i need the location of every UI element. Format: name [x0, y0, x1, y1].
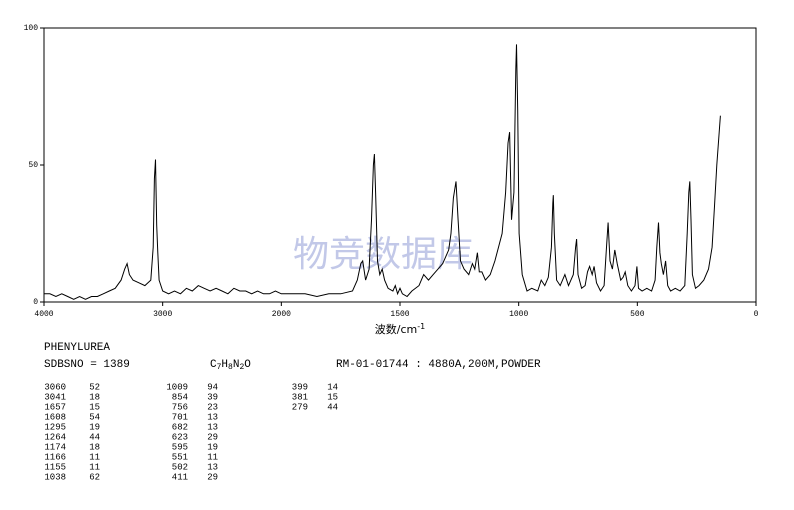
- peak-intensity: 23: [207, 402, 218, 412]
- peak-shift: 854: [172, 392, 188, 402]
- peak-shift: 1009: [166, 382, 188, 392]
- peak-intensity: 15: [89, 402, 100, 412]
- x-tick-label: 0: [754, 310, 759, 319]
- x-tick-label: 1500: [390, 310, 409, 319]
- peak-intensity: 62: [89, 472, 100, 482]
- peak-intensity: 19: [89, 422, 100, 432]
- peak-intensity: 52: [89, 382, 100, 392]
- peak-intensity: 44: [327, 402, 338, 412]
- peak-shift: 1155: [44, 462, 66, 472]
- peak-intensity: 19: [207, 442, 218, 452]
- peak-shift: 3060: [44, 382, 66, 392]
- peak-shift: 279: [292, 402, 308, 412]
- peak-shift: 399: [292, 382, 308, 392]
- peak-intensity: 54: [89, 412, 100, 422]
- peak-shift: 1038: [44, 472, 66, 482]
- peak-shift: 682: [172, 422, 188, 432]
- peak-shift: 1608: [44, 412, 66, 422]
- f: H: [221, 359, 228, 371]
- peak-intensity: 29: [207, 472, 218, 482]
- peak-shift: 551: [172, 452, 188, 462]
- x-tick-label: 1000: [509, 310, 528, 319]
- peak-intensity: 11: [89, 452, 100, 462]
- peak-intensity: 18: [89, 442, 100, 452]
- y-tick-label: 0: [33, 298, 38, 307]
- peak-shift: 3041: [44, 392, 66, 402]
- formula: C7H8N2O: [210, 359, 251, 372]
- spectrum-line: [44, 44, 721, 300]
- peak-shift: 756: [172, 402, 188, 412]
- peak-shift: 1295: [44, 422, 66, 432]
- peak-intensity: 13: [207, 412, 218, 422]
- f: O: [244, 359, 251, 371]
- peak-intensity: 15: [327, 392, 338, 402]
- x-label-sup: -1: [417, 322, 425, 331]
- watermark: 物竞数据库: [293, 234, 473, 275]
- f: 7: [217, 363, 222, 372]
- peak-intensity: 13: [207, 422, 218, 432]
- sdbs-number: SDBSNO = 1389: [44, 359, 130, 371]
- peak-intensity: 11: [89, 462, 100, 472]
- peak-shift: 701: [172, 412, 188, 422]
- x-tick-label: 3000: [153, 310, 172, 319]
- peak-shift: 1657: [44, 402, 66, 412]
- peak-shift: 595: [172, 442, 188, 452]
- peak-shift: 1174: [44, 442, 66, 452]
- f: N: [233, 359, 240, 371]
- peak-intensity: 39: [207, 392, 218, 402]
- peak-shift: 411: [172, 472, 188, 482]
- peak-intensity: 44: [89, 432, 100, 442]
- peak-intensity: 13: [207, 462, 218, 472]
- compound-name: PHENYLUREA: [44, 342, 110, 354]
- peak-shift: 381: [292, 392, 308, 402]
- y-tick-label: 50: [28, 161, 38, 170]
- peak-intensity: 29: [207, 432, 218, 442]
- y-tick-label: 100: [24, 24, 39, 33]
- peak-shift: 1264: [44, 432, 66, 442]
- conditions: RM-01-01744 : 4880A,200M,POWDER: [336, 359, 541, 371]
- peak-intensity: 18: [89, 392, 100, 402]
- f: 8: [228, 363, 233, 372]
- x-tick-label: 4000: [34, 310, 53, 319]
- f: C: [210, 359, 217, 371]
- peak-intensity: 14: [327, 382, 338, 392]
- peak-intensity: 11: [207, 452, 218, 462]
- x-tick-label: 500: [630, 310, 645, 319]
- x-axis-label: 波数/cm-1: [375, 322, 425, 337]
- f: 2: [239, 363, 244, 372]
- peak-shift: 1166: [44, 452, 66, 462]
- peak-shift: 623: [172, 432, 188, 442]
- peak-intensity: 94: [207, 382, 218, 392]
- x-label-main: 波数/cm: [375, 323, 417, 336]
- x-tick-label: 2000: [272, 310, 291, 319]
- peak-shift: 502: [172, 462, 188, 472]
